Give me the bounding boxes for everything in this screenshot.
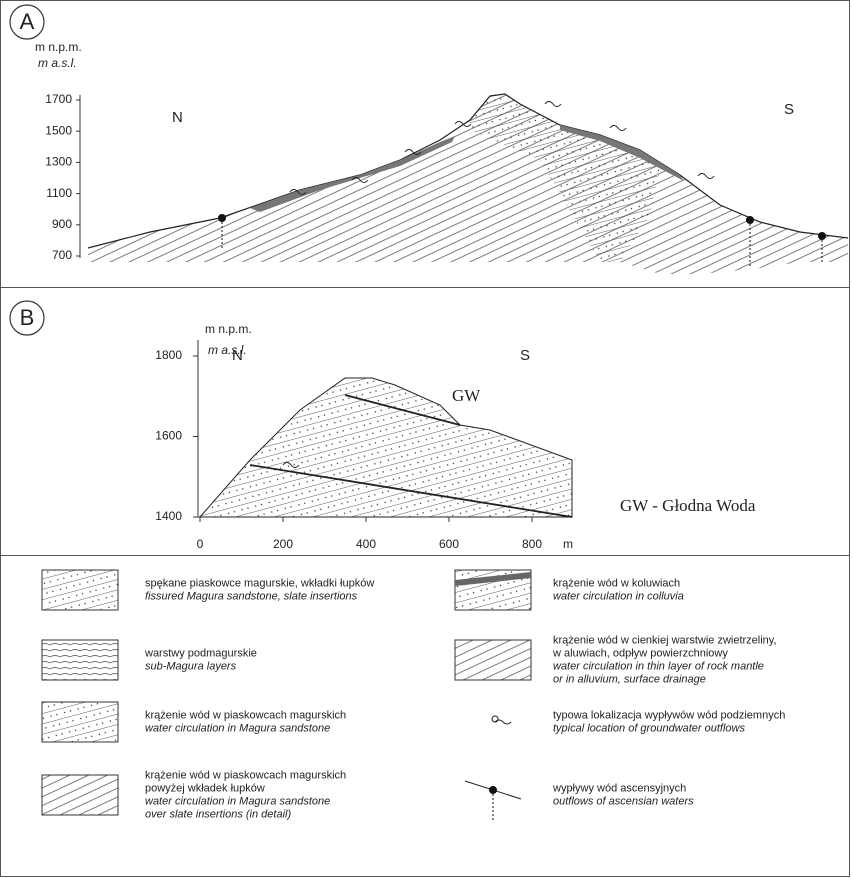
legend-text-pl: wypływy wód ascensyjnych xyxy=(552,782,686,794)
x-tick-label: 200 xyxy=(273,537,293,551)
y-tick-label: 1800 xyxy=(155,348,182,362)
y-tick-label: 1300 xyxy=(45,155,72,169)
unit: m n.p.m. xyxy=(205,322,252,336)
y-tick-label: 900 xyxy=(52,217,72,231)
legend-text-pl: powyżej wkładek łupków xyxy=(145,782,265,794)
legend-text-pl: typowa lokalizacja wypływów wód podziemn… xyxy=(553,709,785,721)
x-tick-label: 400 xyxy=(356,537,376,551)
x-tick-label: 0 xyxy=(197,537,204,551)
figure: A m n.p.m. m a.s.l. N S B m n.p.m. m a.s… xyxy=(0,0,853,878)
legend: spękane piaskowce magurskie, wkładki łup… xyxy=(42,570,785,820)
unit: m a.s.l. xyxy=(38,56,77,70)
legend-text-pl: krążenie wód w cienkiej warstwie zwietrz… xyxy=(553,634,777,646)
y-tick-label: 1500 xyxy=(45,123,72,137)
panel-label: B xyxy=(20,305,35,330)
y-tick-label: 1700 xyxy=(45,92,72,106)
direction: S xyxy=(520,347,530,364)
legend-text-en: water circulation in Magura sandstone xyxy=(145,722,330,734)
legend-text-pl: warstwy podmagurskie xyxy=(144,647,257,659)
page: A m n.p.m. m a.s.l. N S B m n.p.m. m a.s… xyxy=(0,0,853,878)
gw-marker: GW xyxy=(452,386,481,405)
legend-text-en: outflows of ascensian waters xyxy=(553,795,694,807)
panel-label: A xyxy=(20,9,35,34)
x-tick-label: 600 xyxy=(439,537,459,551)
legend-text-pl: krążenie wód w piaskowcach magurskich xyxy=(145,769,346,781)
legend-icon xyxy=(455,640,531,680)
unit: m n.p.m. xyxy=(35,40,82,54)
legend-text-en: water circulation in Magura sandstone xyxy=(145,795,330,807)
legend-icon xyxy=(42,702,118,742)
legend-text-en: over slate insertions (in detail) xyxy=(145,808,291,820)
legend-text-en: or in alluvium, surface drainage xyxy=(553,673,706,685)
legend-text-en: water circulation in thin layer of rock … xyxy=(553,660,764,672)
section xyxy=(200,378,572,517)
legend-icon xyxy=(42,640,118,680)
y-tick-label: 700 xyxy=(52,248,72,262)
y-tick-label: 1100 xyxy=(46,186,72,200)
legend-text-pl: w aluwiach, odpływ powierzchniowy xyxy=(552,647,728,659)
legend-text-en: typical location of groundwater outflows xyxy=(553,722,745,734)
y-tick-label: 1400 xyxy=(155,509,182,523)
y-tick-label: 1600 xyxy=(155,429,182,443)
legend-icon xyxy=(42,775,118,815)
x-unit: m xyxy=(563,537,573,551)
legend-icon xyxy=(489,786,497,794)
legend-icon xyxy=(42,570,118,610)
legend-text-en: fissured Magura sandstone, slate inserti… xyxy=(145,590,358,602)
direction: N xyxy=(232,347,243,364)
legend-text-pl: krążenie wód w piaskowcach magurskich xyxy=(145,709,346,721)
legend-text-pl: spękane piaskowce magurskie, wkładki łup… xyxy=(145,577,374,589)
note: GW - Głodna Woda xyxy=(620,496,756,515)
direction: N xyxy=(172,109,183,126)
legend-text-en: water circulation in colluvia xyxy=(553,590,684,602)
x-tick-label: 800 xyxy=(522,537,542,551)
legend-text-pl: krążenie wód w koluwiach xyxy=(553,577,680,589)
legend-icon xyxy=(492,716,511,724)
legend-text-en: sub-Magura layers xyxy=(145,660,237,672)
direction: S xyxy=(784,101,794,118)
